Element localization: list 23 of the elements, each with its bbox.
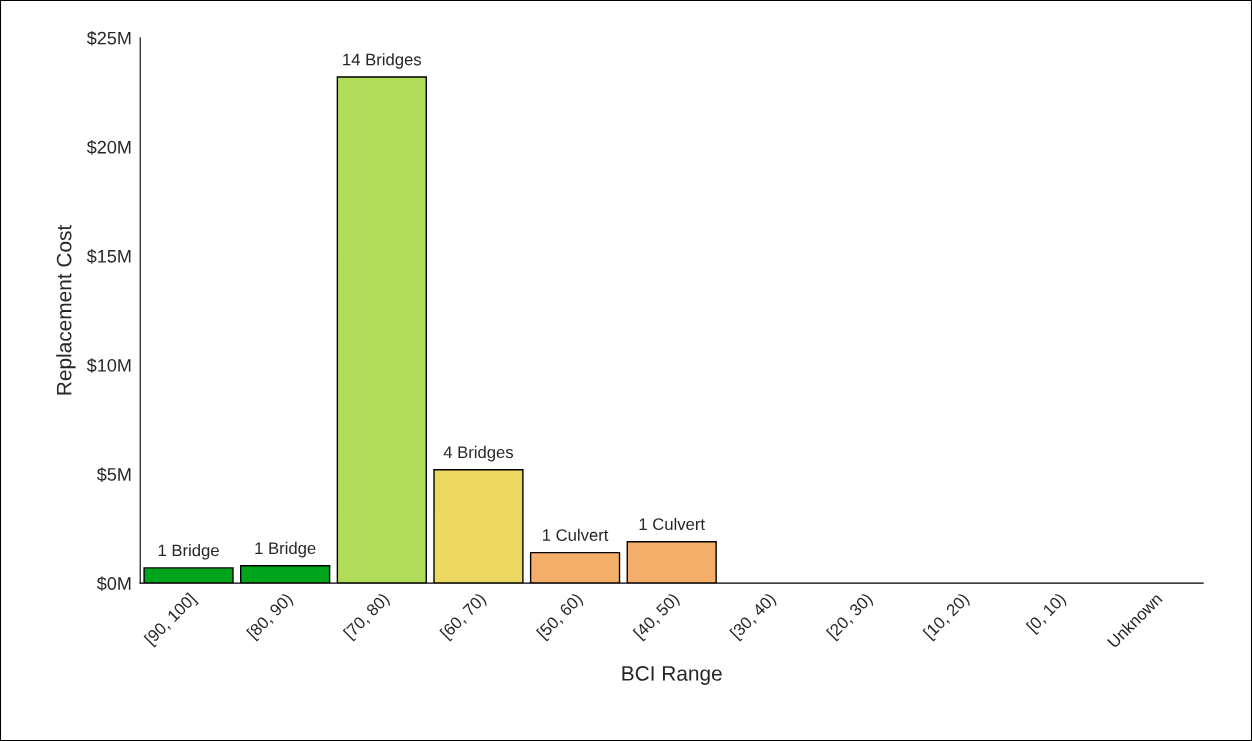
x-tick-label: [10, 20)	[922, 592, 972, 642]
x-tick-label: [80, 90)	[246, 592, 296, 642]
annotation: 14 Bridges	[343, 53, 422, 69]
y-tick-label: $5M	[96, 467, 131, 482]
y-tick-label: $25M	[86, 30, 131, 46]
x-axis-title: BCI Range	[622, 666, 722, 685]
y-tick-label: $10M	[86, 358, 131, 373]
annotation: 1 Bridge	[255, 541, 316, 558]
x-tick-label: [60, 70)	[439, 592, 489, 642]
x-tick-label: [70, 80)	[342, 592, 393, 642]
y-tick-label: $0M	[96, 576, 131, 591]
y-tick-label: $20M	[86, 140, 131, 155]
annotation: 1 Culvert	[542, 528, 609, 541]
annotation: 4 Bridges	[443, 445, 514, 462]
annotation: 1 Bridge	[158, 544, 219, 560]
x-tick-label: [0, 10)	[1025, 592, 1069, 636]
y-axis-title: Replacement Cost	[56, 224, 76, 395]
annotation: 1 Culvert	[639, 517, 705, 531]
x-tick-label: [40, 50)	[632, 592, 682, 642]
y-tick-label: $15M	[86, 249, 131, 264]
x-tick-label: [50, 60)	[535, 592, 586, 642]
x-tick-label: [30, 40)	[729, 592, 779, 642]
x-tick-label: [20, 30)	[825, 592, 876, 642]
